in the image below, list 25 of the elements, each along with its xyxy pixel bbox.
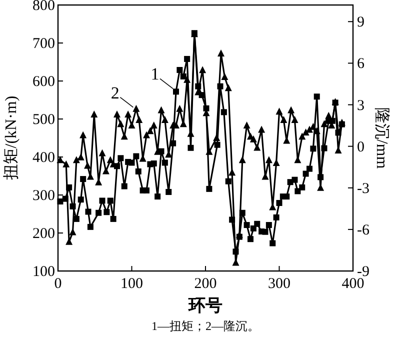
annotation: 2 — [110, 83, 120, 102]
y-tick-label: 700 — [32, 36, 55, 52]
y2-tick-label: 0 — [357, 139, 364, 156]
y-tick-label: 500 — [32, 112, 55, 128]
y2-tick-label: 9 — [357, 14, 364, 31]
y-axis-title: 扭矩/(kN·m) — [3, 96, 20, 180]
x-tick-label: 100 — [120, 276, 143, 292]
y2-tick-label: -6 — [357, 222, 370, 238]
y-tick-label: 300 — [32, 188, 55, 204]
y-tick-label: 200 — [32, 226, 55, 242]
text: 1—扭矩；2—隆沉。 — [152, 319, 260, 333]
y-tick-label: 800 — [32, 0, 55, 14]
annotation: 1 — [150, 64, 160, 84]
y2-axis-title: 隆沉/mm — [373, 107, 390, 170]
y2-tick-label: 6 — [357, 56, 365, 72]
x-tick-label: 0 — [54, 276, 62, 292]
y-tick-label: 100 — [32, 264, 55, 280]
y-tick-label: 400 — [32, 150, 55, 166]
x-axis-title: 环号 — [188, 296, 222, 315]
y-tick-label: 600 — [32, 74, 55, 90]
x-tick-label: 200 — [194, 276, 217, 292]
x-tick-label: 400 — [342, 276, 364, 292]
y2-tick-label: 3 — [357, 98, 364, 114]
x-tick-label: 300 — [268, 276, 290, 292]
y2-tick-label: -3 — [357, 180, 370, 197]
